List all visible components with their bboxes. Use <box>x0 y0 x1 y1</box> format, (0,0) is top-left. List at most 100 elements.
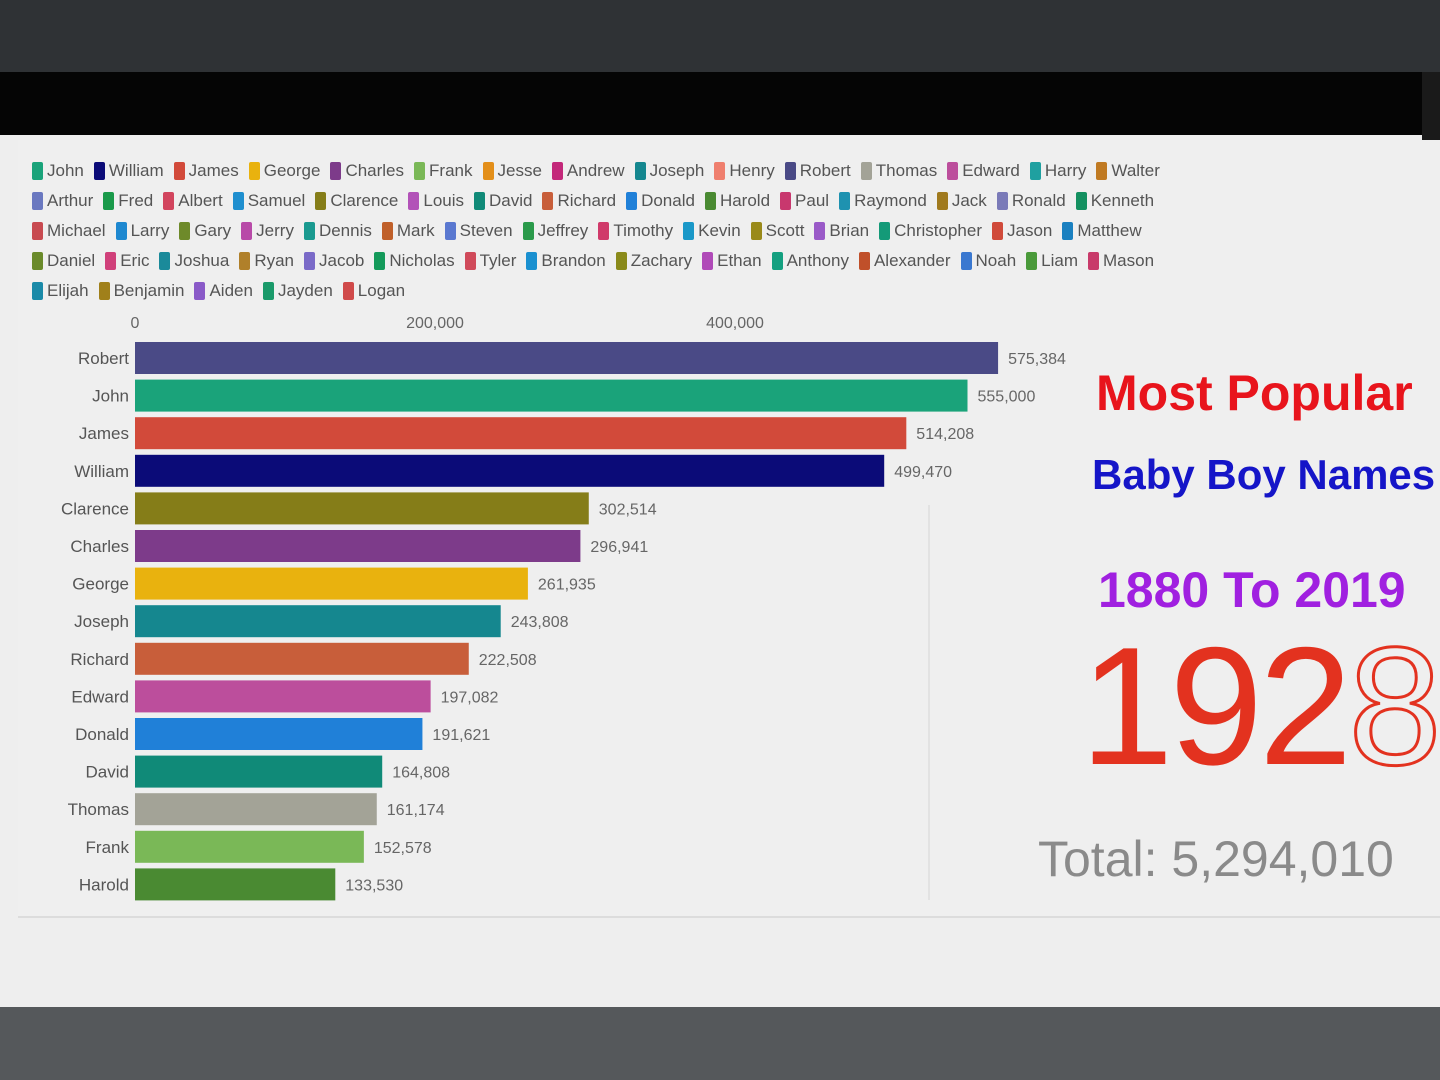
legend-label: Fred <box>118 191 154 210</box>
legend-item[interactable]: Michael <box>32 221 106 241</box>
legend: John William James George Charles Frank Jesse A… <box>32 156 1392 306</box>
title-line-1: Most Popular <box>1096 365 1413 421</box>
legend-item[interactable]: William <box>93 161 164 181</box>
legend-item[interactable]: Ronald <box>996 191 1066 211</box>
legend-item[interactable]: Nicholas <box>374 251 455 271</box>
legend-item[interactable]: Kenneth <box>1075 191 1154 211</box>
legend-item[interactable]: Matthew <box>1062 221 1142 241</box>
legend-item[interactable]: Tyler <box>464 251 516 271</box>
legend-item[interactable]: Richard <box>542 191 616 211</box>
legend-item[interactable]: Andrew <box>551 161 625 181</box>
legend-item[interactable]: Brian <box>814 221 869 241</box>
legend-item[interactable]: James <box>173 161 239 181</box>
legend-item[interactable]: Kevin <box>683 221 741 241</box>
legend-label: Gary <box>194 221 232 240</box>
legend-item[interactable]: Noah <box>960 251 1016 271</box>
legend-row: Michael Larry Gary Jerry Dennis Mark Steven Jef… <box>32 216 1392 246</box>
legend-item[interactable]: Harry <box>1029 161 1086 181</box>
legend-swatch <box>232 192 244 210</box>
bar-category-label: James <box>79 424 129 443</box>
bar-value-label: 499,470 <box>894 464 952 481</box>
legend-item[interactable]: David <box>474 191 532 211</box>
legend-item[interactable]: Donald <box>626 191 695 211</box>
legend-item[interactable]: Mason <box>1088 251 1154 271</box>
legend-item[interactable]: Henry <box>714 161 775 181</box>
bar-value-label: 555,000 <box>978 389 1036 406</box>
legend-item[interactable]: Benjamin <box>98 281 184 301</box>
bar <box>135 530 581 562</box>
legend-item[interactable]: Thomas <box>860 161 937 181</box>
legend-item[interactable]: Jayden <box>262 281 333 301</box>
legend-item[interactable]: Samuel <box>232 191 305 211</box>
legend-label: Aiden <box>209 281 253 300</box>
legend-item[interactable]: Raymond <box>839 191 927 211</box>
legend-label: Brian <box>829 221 870 240</box>
legend-item[interactable]: Clarence <box>315 191 398 211</box>
legend-item[interactable]: Zachary <box>615 251 692 271</box>
legend-item[interactable]: Daniel <box>32 251 95 271</box>
legend-swatch <box>991 222 1003 240</box>
legend-item[interactable]: Walter <box>1096 161 1160 181</box>
legend-swatch <box>93 162 105 180</box>
bar-category-label: John <box>92 387 129 406</box>
bar <box>135 830 364 863</box>
legend-swatch <box>1029 162 1041 180</box>
legend-item[interactable]: Jesse <box>482 161 542 181</box>
legend-swatch <box>241 222 253 240</box>
legend-item[interactable]: Eric <box>105 251 149 271</box>
legend-item[interactable]: Paul <box>780 191 829 211</box>
legend-item[interactable]: Alexander <box>858 251 951 271</box>
legend-item[interactable]: Mark <box>381 221 435 241</box>
legend-swatch <box>159 252 171 270</box>
legend-item[interactable]: Timothy <box>598 221 673 241</box>
legend-item[interactable]: Larry <box>115 221 169 241</box>
bar-category-label: Harold <box>79 875 129 894</box>
black-band <box>0 72 1440 136</box>
legend-item[interactable]: Liam <box>1026 251 1078 271</box>
legend-item[interactable]: George <box>248 161 320 181</box>
legend-item[interactable]: Ethan <box>702 251 762 271</box>
legend-item[interactable]: Anthony <box>771 251 849 271</box>
legend-item[interactable]: Jeffrey <box>522 221 588 241</box>
legend-item[interactable]: Dennis <box>303 221 372 241</box>
legend-label: Ethan <box>717 251 762 270</box>
legend-item[interactable]: Ryan <box>239 251 294 271</box>
legend-item[interactable]: Jerry <box>241 221 294 241</box>
legend-item[interactable]: Charles <box>330 161 404 181</box>
legend-item[interactable]: Brandon <box>526 251 606 271</box>
legend-item[interactable]: Jacob <box>304 251 364 271</box>
legend-swatch <box>598 222 610 240</box>
legend-item[interactable]: Fred <box>103 191 153 211</box>
legend-swatch <box>414 162 426 180</box>
bar-category-label: Frank <box>86 838 130 857</box>
legend-label: Walter <box>1111 161 1160 180</box>
legend-label: Mark <box>396 221 435 240</box>
legend-item[interactable]: Arthur <box>32 191 93 211</box>
legend-swatch <box>105 252 117 270</box>
legend-item[interactable]: Albert <box>163 191 223 211</box>
legend-item[interactable]: Christopher <box>879 221 982 241</box>
legend-item[interactable]: Steven <box>444 221 513 241</box>
legend-item[interactable]: Jason <box>991 221 1052 241</box>
legend-label: Brandon <box>541 251 606 270</box>
legend-label: Joseph <box>649 161 705 180</box>
legend-item[interactable]: Harold <box>704 191 770 211</box>
legend-item[interactable]: Logan <box>342 281 405 301</box>
legend-item[interactable]: Joshua <box>159 251 229 271</box>
bar <box>135 454 885 487</box>
legend-label: Jacob <box>319 251 365 270</box>
legend-item[interactable]: Edward <box>947 161 1020 181</box>
legend-item[interactable]: Gary <box>179 221 231 241</box>
legend-item[interactable]: Robert <box>784 161 851 181</box>
legend-item[interactable]: John <box>32 161 84 181</box>
legend-item[interactable]: Joseph <box>634 161 705 181</box>
legend-item[interactable]: Scott <box>750 221 804 241</box>
legend-item[interactable]: Louis <box>408 191 464 211</box>
legend-item[interactable]: Elijah <box>32 281 89 301</box>
legend-item[interactable]: Frank <box>414 161 473 181</box>
top-bar <box>0 0 1440 72</box>
legend-swatch <box>704 192 716 210</box>
legend-label: James <box>188 161 239 180</box>
legend-item[interactable]: Jack <box>936 191 987 211</box>
legend-item[interactable]: Aiden <box>194 281 253 301</box>
